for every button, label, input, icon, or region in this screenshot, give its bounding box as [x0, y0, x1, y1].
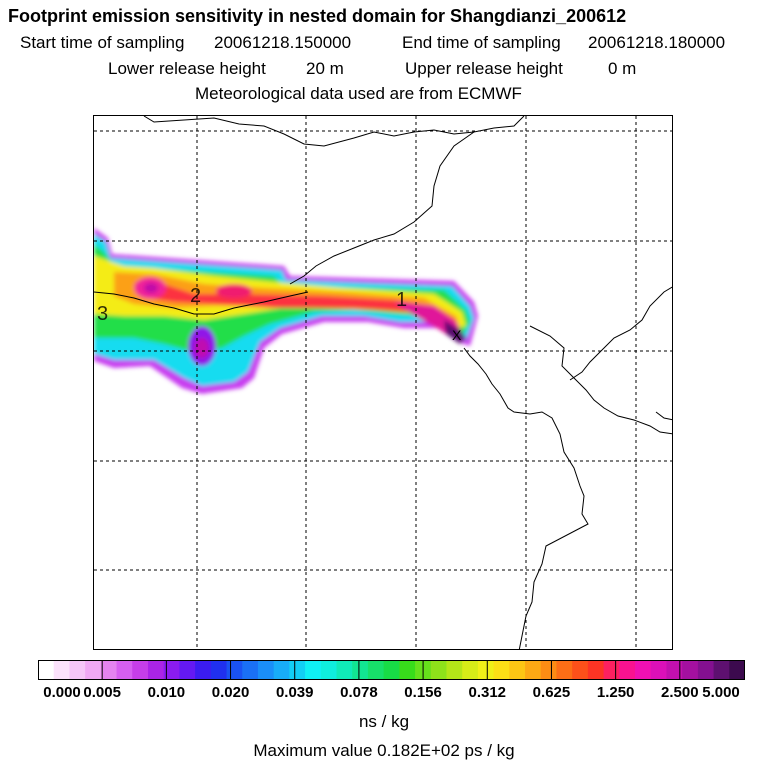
boundary-lines	[94, 116, 672, 649]
maximum-value-note: Maximum value 0.182E+02 ps / kg	[253, 741, 515, 760]
colorbar-swatch	[179, 660, 196, 680]
plume-hotspot-west-core	[144, 283, 158, 293]
colorbar-swatch	[587, 660, 605, 680]
colorbar-swatch	[195, 660, 212, 680]
boundary-east-coast-upper	[569, 286, 672, 381]
boundary-north	[143, 116, 525, 147]
colorbar-swatch	[572, 660, 589, 680]
upper-height-label: Upper release height	[405, 59, 563, 78]
map-canvas: 1 2 3 X	[94, 116, 672, 649]
met-data-note: Meteorological data used are from ECMWF	[195, 84, 522, 103]
start-time-value: 20061218.150000	[214, 33, 352, 52]
colorbar-tick-label: 1.250	[596, 684, 635, 701]
lat-lon-grid	[94, 116, 672, 649]
end-time-label: End time of sampling	[402, 33, 561, 52]
colorbar-tick-label: 0.010	[147, 684, 186, 701]
colorbar-swatch	[320, 660, 338, 680]
footprint-map: 1 2 3 X	[93, 115, 673, 650]
colorbar-tick-label: 0.000	[43, 684, 81, 701]
plume-hotspot-mid	[216, 284, 252, 298]
colorbar-swatch	[493, 660, 510, 680]
colorbar-swatch	[383, 660, 400, 680]
boundary-west-line	[94, 291, 309, 315]
colorbar-swatch	[85, 660, 102, 680]
colorbar-swatch	[525, 660, 542, 680]
trajectory-label-3: 3	[97, 303, 108, 325]
max-location-marker: X	[452, 327, 462, 343]
colorbar-tick-label: 5.000	[702, 684, 740, 701]
colorbar-tick-label: 0.312	[468, 684, 507, 701]
colorbar-swatch	[147, 660, 165, 680]
colorbar-swatch	[713, 660, 730, 680]
colorbar-swatch	[729, 660, 745, 680]
colorbar-swatch	[603, 660, 620, 680]
end-time-value: 20061218.180000	[588, 33, 726, 52]
colorbar-swatch	[289, 660, 306, 680]
colorbar-swatch	[242, 660, 259, 680]
colorbar-swatch	[53, 660, 71, 680]
plot-title: Footprint emission sensitivity in nested…	[8, 6, 627, 26]
lower-height-value: 20 m	[306, 59, 344, 78]
trajectory-label-1: 1	[396, 289, 407, 311]
start-time-label: Start time of sampling	[20, 33, 185, 52]
plume-source-max	[444, 320, 466, 344]
colorbar-swatch	[305, 660, 322, 680]
colorbar-swatch	[619, 660, 636, 680]
lower-height-label: Lower release height	[108, 59, 266, 78]
colorbar-swatch	[430, 660, 448, 680]
colorbar-swatch	[257, 660, 275, 680]
colorbar-swatch	[69, 660, 86, 680]
colorbar-swatch	[132, 660, 149, 680]
colorbar-swatch	[556, 660, 573, 680]
colorbar-swatch	[210, 660, 228, 680]
colorbar-swatch	[352, 660, 369, 680]
colorbar-border	[38, 660, 745, 680]
plume-band-red	[134, 282, 458, 330]
boundary-east-inner	[529, 325, 672, 435]
colorbar-swatch	[635, 660, 652, 680]
colorbar-swatch	[446, 660, 463, 680]
colorbar-tick-label: 0.078	[340, 684, 378, 701]
colorbar-tick-label: 2.500	[661, 684, 699, 701]
colorbar	[38, 660, 745, 680]
colorbar-swatch	[163, 660, 180, 680]
colorbar-tick-label: 0.156	[404, 684, 442, 701]
boundary-northeast	[289, 131, 475, 285]
colorbar-swatch	[697, 660, 715, 680]
colorbar-units: ns / kg	[358, 712, 410, 731]
colorbar-swatch	[226, 660, 243, 680]
colorbar-swatch	[116, 660, 133, 680]
colorbar-swatch	[477, 660, 495, 680]
colorbar-swatch	[666, 660, 683, 680]
emission-plume	[94, 228, 478, 394]
colorbar-swatch	[399, 660, 416, 680]
trajectory-label-2: 2	[190, 285, 201, 307]
boundary-east-coast	[463, 347, 589, 649]
colorbar-tick-label: 0.625	[532, 684, 571, 701]
colorbar-swatch	[38, 660, 55, 680]
colorbar-swatch	[682, 660, 699, 680]
colorbar-swatch	[273, 660, 290, 680]
upper-height-value: 0 m	[608, 59, 637, 78]
colorbar-swatch	[100, 660, 118, 680]
colorbar-tick-label: 0.039	[275, 684, 314, 701]
colorbar-swatch	[509, 660, 526, 680]
boundary-east-far	[655, 411, 672, 421]
colorbar-swatch	[336, 660, 353, 680]
colorbar-swatch	[650, 660, 668, 680]
colorbar-swatch	[367, 660, 385, 680]
colorbar-tick-label: 0.005	[83, 684, 121, 701]
colorbar-swatch	[462, 660, 479, 680]
plume-hotspot-south-core	[195, 338, 209, 358]
colorbar-tick-label: 0.020	[211, 684, 250, 701]
colorbar-swatch	[540, 660, 558, 680]
